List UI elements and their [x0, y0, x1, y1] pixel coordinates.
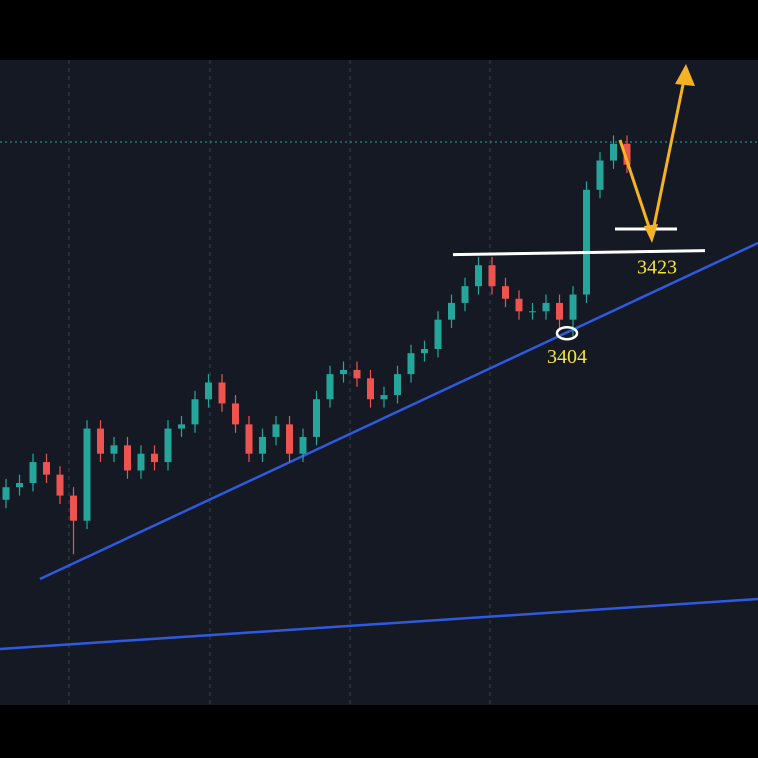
candle-body	[191, 399, 199, 425]
candle-body	[542, 302, 550, 312]
candle-body	[434, 319, 442, 349]
candle-body	[461, 286, 469, 303]
candle-body	[515, 298, 523, 312]
support-label: 3404	[547, 346, 587, 368]
candle-body	[286, 424, 293, 454]
candle-body	[2, 487, 10, 500]
candle-body	[475, 265, 482, 287]
candle-body	[232, 403, 239, 425]
resistance-label: 3423	[637, 257, 677, 279]
candle-body	[97, 428, 104, 454]
candle-body	[326, 374, 334, 400]
candle-body	[259, 436, 266, 454]
candle-body	[340, 369, 347, 375]
candle-body	[380, 395, 388, 400]
candle-body	[353, 369, 361, 379]
resistance-line	[452, 249, 706, 257]
arrow-head	[675, 64, 695, 86]
candle-body	[299, 436, 307, 454]
support-marker	[555, 325, 579, 341]
candle-body	[164, 428, 172, 463]
candle-body	[29, 462, 37, 484]
candle-body	[56, 474, 64, 496]
candle-body	[151, 453, 158, 463]
candle-body	[83, 428, 91, 521]
candle-body	[556, 302, 563, 320]
candle-body	[245, 424, 253, 454]
candles	[2, 135, 631, 555]
candle-body	[610, 143, 617, 161]
candle-body	[529, 311, 536, 313]
trendline	[39, 241, 758, 581]
candle-body	[205, 382, 212, 400]
candle-body	[313, 399, 320, 437]
candle-body	[43, 462, 50, 475]
candle-body	[488, 265, 496, 287]
candle-body	[569, 294, 577, 320]
candle-body	[583, 189, 590, 295]
candle-body	[272, 424, 280, 437]
candle-body	[218, 382, 226, 404]
trendline	[0, 597, 758, 651]
candle-body	[394, 374, 401, 396]
candle-body	[448, 302, 455, 320]
candle-body	[596, 160, 604, 190]
candle-body	[70, 495, 77, 521]
plot-area	[0, 60, 758, 705]
candle-body	[367, 378, 374, 400]
arrow-head	[644, 224, 658, 243]
candle-body	[137, 453, 145, 471]
candle-body	[178, 424, 185, 429]
candle-body	[623, 143, 631, 165]
candle-body	[421, 348, 428, 354]
candle-body	[110, 445, 118, 454]
candle-body	[502, 286, 509, 299]
levels: 3423 3404	[452, 249, 706, 368]
candle-body	[407, 353, 415, 375]
candle-body	[16, 483, 23, 488]
candle-body	[124, 445, 131, 471]
